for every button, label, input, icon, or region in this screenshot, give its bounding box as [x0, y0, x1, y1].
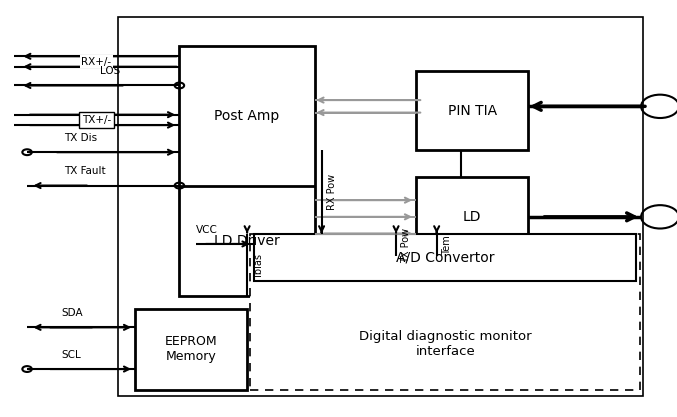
Text: LOS: LOS — [100, 66, 120, 76]
Text: SDA: SDA — [61, 308, 83, 318]
Text: EEPROM
Memory: EEPROM Memory — [165, 335, 217, 363]
Text: TX Pow: TX Pow — [401, 227, 412, 263]
Text: TX Fault: TX Fault — [64, 166, 106, 176]
Text: RX Pow: RX Pow — [327, 174, 337, 210]
Text: PIN TIA: PIN TIA — [447, 103, 497, 118]
Bar — [118, 17, 643, 396]
Text: VCC: VCC — [196, 225, 218, 235]
Text: A/D Convertor: A/D Convertor — [396, 251, 494, 264]
Bar — [135, 309, 247, 390]
Text: Ibias: Ibias — [253, 253, 263, 276]
Text: LD Driver: LD Driver — [214, 234, 280, 248]
Text: SCL: SCL — [61, 350, 81, 360]
Text: RX+/-: RX+/- — [81, 57, 112, 66]
Text: Tem: Tem — [442, 235, 452, 255]
Bar — [254, 234, 636, 281]
Text: TX Dis: TX Dis — [64, 133, 97, 143]
Text: LD: LD — [463, 210, 481, 224]
Bar — [416, 177, 528, 256]
Text: Digital diagnostic monitor
interface: Digital diagnostic monitor interface — [359, 330, 531, 358]
Bar — [250, 234, 640, 390]
Bar — [179, 46, 315, 296]
Bar — [416, 71, 528, 150]
Text: TX+/-: TX+/- — [82, 115, 111, 125]
Text: Post Amp: Post Amp — [215, 109, 280, 123]
